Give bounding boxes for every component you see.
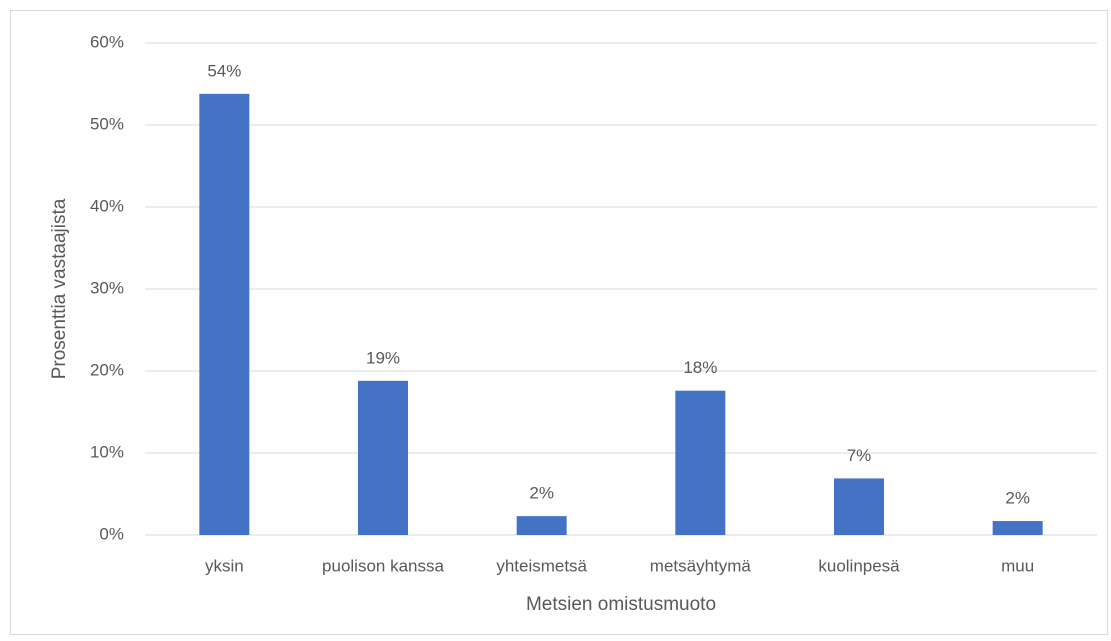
bar xyxy=(675,390,726,535)
bar xyxy=(199,93,250,535)
y-tick-label: 10% xyxy=(90,442,124,461)
bar xyxy=(992,521,1043,535)
data-label: 18% xyxy=(683,358,717,377)
data-label: 2% xyxy=(1005,489,1030,508)
x-tick-label: metsäyhtymä xyxy=(650,556,752,575)
x-tick-label: puolison kanssa xyxy=(322,556,444,575)
x-tick-label: yksin xyxy=(205,556,244,575)
data-label: 19% xyxy=(366,348,400,367)
data-label: 7% xyxy=(847,446,872,465)
y-tick-label: 60% xyxy=(90,32,124,51)
bar xyxy=(834,478,884,535)
data-label: 54% xyxy=(207,61,241,80)
y-tick-label: 50% xyxy=(90,114,124,133)
bar xyxy=(516,516,567,535)
x-tick-label: kuolinpesä xyxy=(818,556,900,575)
x-tick-label: muu xyxy=(1001,556,1034,575)
y-axis-title: Prosenttia vastaajista xyxy=(49,198,70,379)
y-tick-label: 30% xyxy=(90,278,124,297)
chart-border xyxy=(10,10,1108,635)
x-tick-label: yhteismetsä xyxy=(496,556,587,575)
x-axis-title: Metsien omistusmuoto xyxy=(526,594,716,615)
y-tick-label: 20% xyxy=(90,360,124,379)
y-tick-label: 40% xyxy=(90,196,124,215)
y-tick-label: 0% xyxy=(99,524,124,543)
data-label: 2% xyxy=(529,484,554,503)
bar xyxy=(358,380,408,535)
